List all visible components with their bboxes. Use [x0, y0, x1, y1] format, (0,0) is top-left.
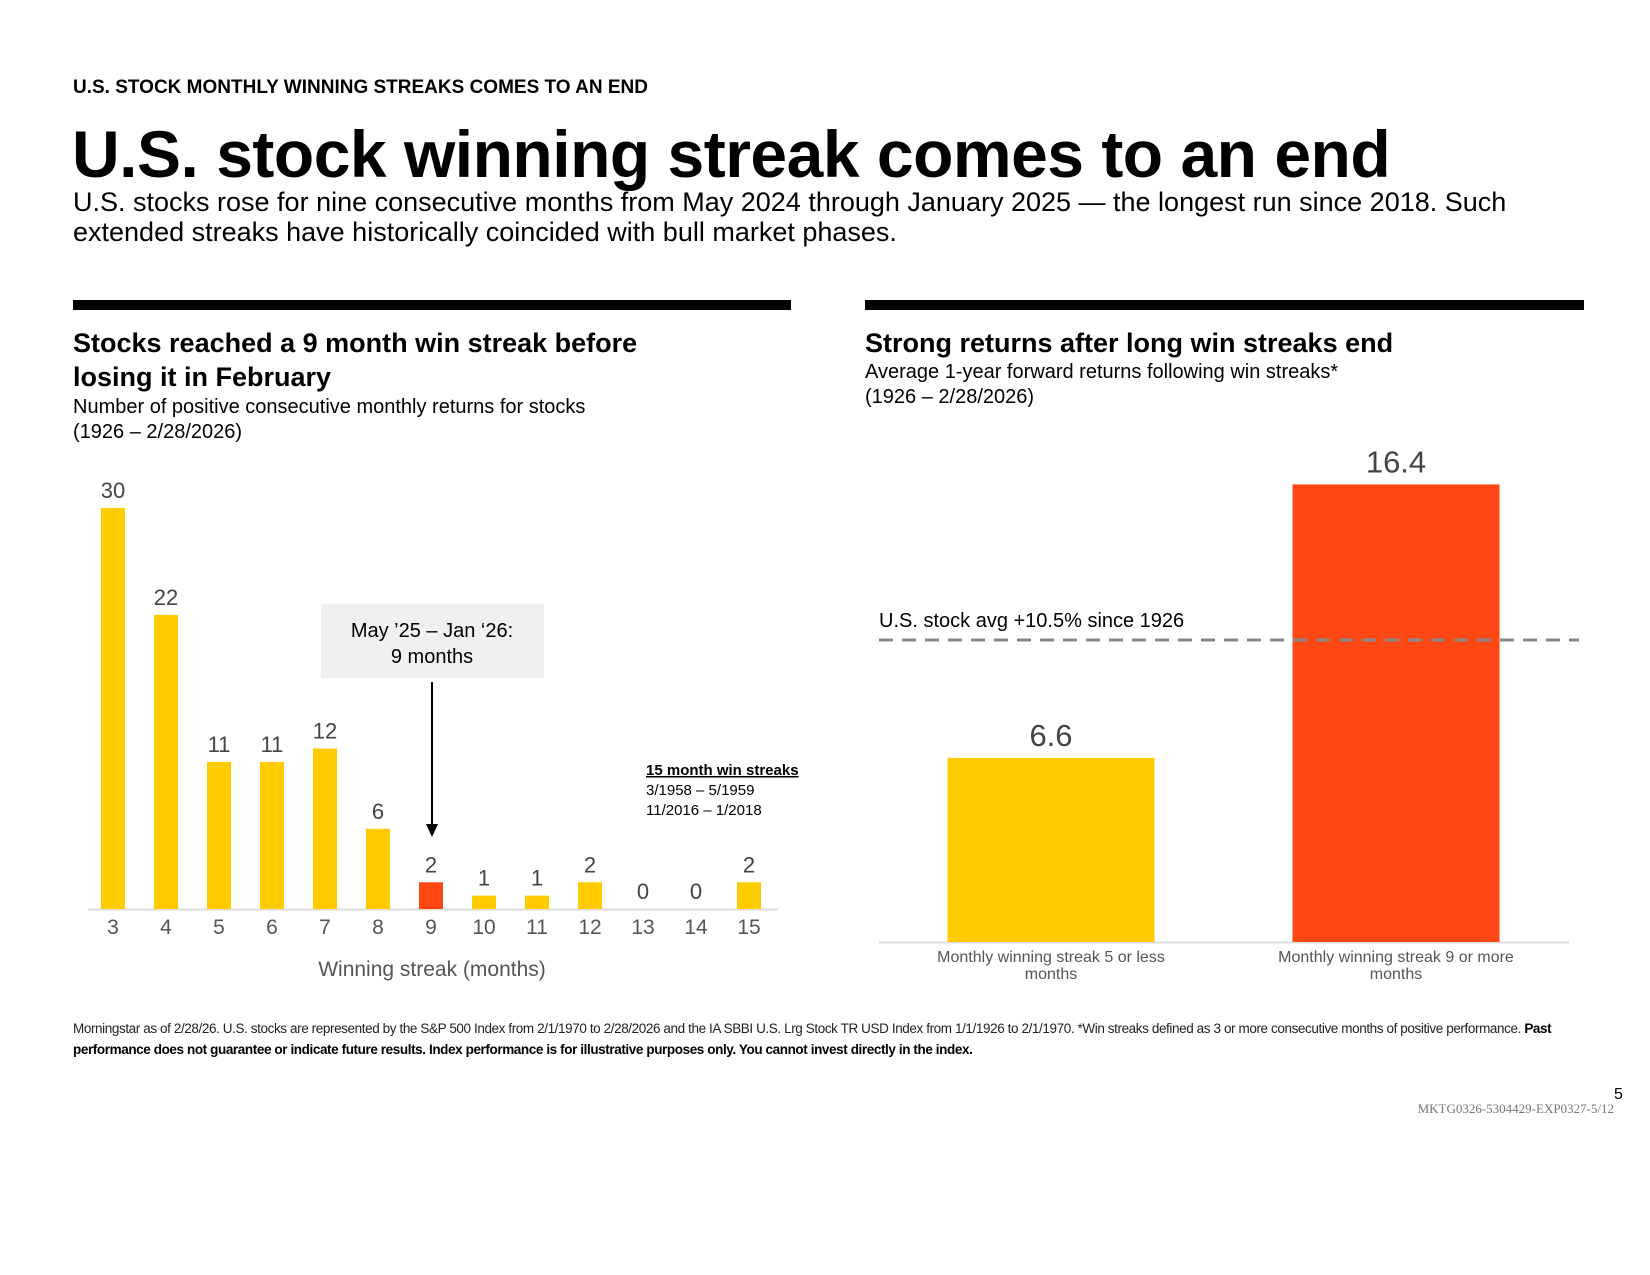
- right-chart: 6.6 Monthly winning streak 5 or less month…: [879, 444, 1579, 983]
- left-chart-title-line1: Stocks reached a 9 month win streak befo…: [73, 328, 638, 358]
- data-label-9: 2: [425, 852, 437, 877]
- x-tick-3: 3: [107, 916, 119, 939]
- callout-box: [321, 604, 544, 678]
- x-tick-11: 11: [526, 916, 548, 939]
- avg-label: U.S. stock avg +10.5% since 1926: [879, 610, 1184, 632]
- x-tick-2: Monthly winning streak 9 or more months: [1278, 949, 1514, 983]
- data-label-8: 6: [372, 799, 384, 824]
- bar-1: [947, 757, 1155, 942]
- bar-5: [207, 761, 231, 909]
- left-chart-subtitle-line1: Number of positive consecutive monthly r…: [73, 396, 586, 418]
- bar-9: [419, 882, 443, 909]
- page-number: 5: [1614, 1086, 1623, 1103]
- left-divider: [73, 300, 791, 310]
- bar-12: [578, 882, 602, 909]
- bar-15: [737, 882, 761, 909]
- data-label-1: 6.6: [1029, 718, 1072, 753]
- note-line2: 11/2016 – 1/2018: [646, 802, 762, 819]
- x-axis-title: Winning streak (months): [318, 958, 546, 981]
- x-tick-7: 7: [319, 916, 331, 939]
- right-chart-subtitle-line2: (1926 – 2/28/2026): [865, 386, 1035, 408]
- x-tick-4: 4: [160, 916, 172, 939]
- x-tick-5: 5: [213, 916, 225, 939]
- footnote: Morningstar as of 2/28/26. U.S. stocks a…: [73, 1018, 1573, 1060]
- right-chart-subtitle: Average 1-year forward returns following…: [865, 360, 1338, 410]
- document-code: MKTG0326-5304429-EXP0327-5/12: [1417, 1101, 1614, 1116]
- data-label-15: 2: [743, 852, 755, 877]
- note-line1: 3/1958 – 5/1959: [646, 782, 754, 799]
- left-chart-title: Stocks reached a 9 month win streak befo…: [73, 326, 637, 394]
- callout-line1: May ’25 – Jan ‘26:: [351, 620, 513, 642]
- bar-2: [1292, 484, 1500, 942]
- bar-8: [366, 828, 390, 909]
- left-chart-title-line2: losing it in February: [73, 362, 332, 392]
- footnote-regular: Morningstar as of 2/28/26. U.S. stocks a…: [73, 1021, 1521, 1036]
- bar-6: [260, 761, 284, 909]
- data-label-2: 16.4: [1366, 444, 1426, 479]
- left-chart: 3032241151161276829110111212013014215Win…: [88, 478, 778, 981]
- callout-arrowhead-icon: [426, 824, 438, 837]
- data-label-4: 22: [154, 585, 178, 610]
- data-label-5: 11: [208, 732, 231, 757]
- x-tick-10: 10: [472, 916, 495, 939]
- x-tick-15: 15: [737, 916, 760, 939]
- x-tick-13: 13: [631, 916, 654, 939]
- bar-3: [101, 507, 125, 909]
- eyebrow: U.S. STOCK MONTHLY WINNING STREAKS COMES…: [73, 77, 648, 98]
- right-chart-subtitle-line1: Average 1-year forward returns following…: [865, 361, 1339, 383]
- x-tick-6: 6: [266, 916, 278, 939]
- bar-10: [472, 895, 496, 909]
- page-subtitle: U.S. stocks rose for nine consecutive mo…: [73, 187, 1507, 247]
- right-divider: [865, 300, 1584, 310]
- data-label-10: 1: [478, 866, 490, 891]
- x-tick-9: 9: [425, 916, 437, 939]
- bar-11: [525, 895, 549, 909]
- page-title: U.S. stock winning streak comes to an en…: [72, 117, 1391, 191]
- left-chart-subtitle-line2: (1926 – 2/28/2026): [73, 421, 243, 443]
- data-label-11: 1: [531, 866, 543, 891]
- footnote-bold: Past performance does not guarantee or i…: [73, 1021, 1552, 1057]
- data-label-14: 0: [690, 879, 702, 904]
- data-label-13: 0: [637, 879, 649, 904]
- x-tick-14: 14: [684, 916, 708, 939]
- bar-7: [313, 748, 337, 909]
- left-chart-subtitle: Number of positive consecutive monthly r…: [73, 395, 585, 445]
- callout-line2: 9 months: [391, 646, 473, 668]
- x-tick-12: 12: [578, 916, 601, 939]
- x-tick-8: 8: [372, 916, 384, 939]
- note-title: 15 month win streaks: [646, 762, 799, 779]
- bar-4: [154, 614, 178, 909]
- x-tick-1: Monthly winning streak 5 or less months: [937, 949, 1165, 983]
- data-label-6: 11: [261, 732, 284, 757]
- data-label-7: 12: [313, 719, 337, 744]
- data-label-12: 2: [584, 852, 596, 877]
- right-chart-title: Strong returns after long win streaks en…: [865, 328, 1394, 358]
- data-label-3: 30: [101, 478, 125, 503]
